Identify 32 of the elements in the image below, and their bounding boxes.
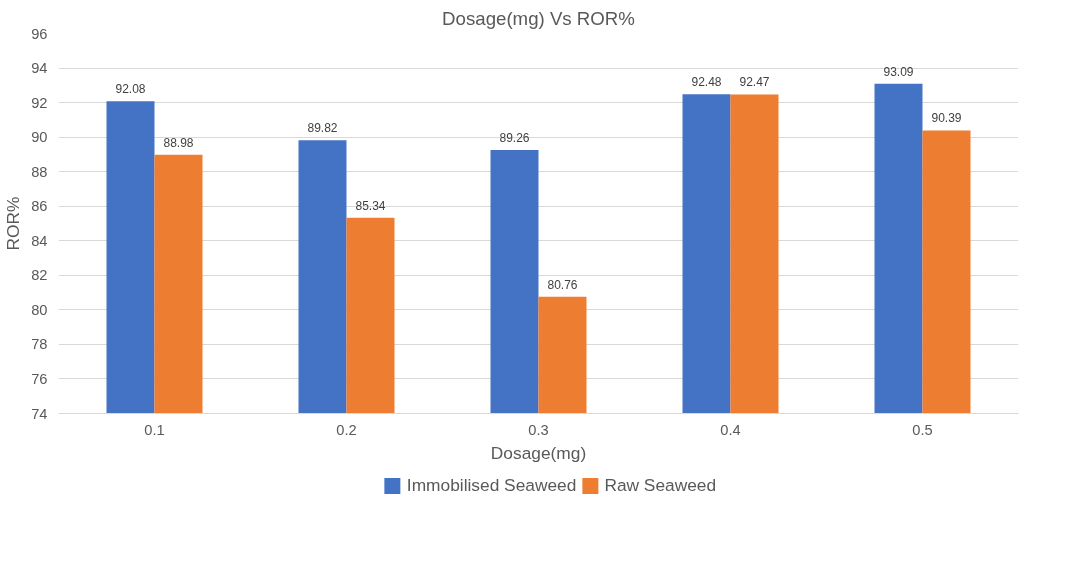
y-tick-label: 86 — [31, 198, 48, 215]
y-tick-label: 88 — [31, 163, 48, 180]
data-label: 88.98 — [163, 135, 194, 150]
y-axis-title: ROR% — [3, 196, 24, 251]
data-label: 89.82 — [307, 121, 338, 136]
data-label: 92.48 — [691, 75, 722, 90]
x-tick-label: 0.3 — [528, 421, 549, 438]
legend-label: Raw Seaweed — [604, 474, 717, 496]
y-tick-label: 84 — [31, 232, 48, 249]
y-tick-label: 92 — [31, 94, 48, 111]
y-tick-label: 82 — [31, 267, 48, 284]
legend-label: Immobilised Seaweed — [406, 474, 577, 496]
data-label: 85.34 — [355, 198, 386, 213]
data-label: 80.76 — [547, 277, 578, 292]
y-tick-label: 80 — [31, 301, 48, 318]
data-label: 89.26 — [499, 130, 530, 145]
y-tick-label: 94 — [31, 60, 48, 77]
y-tick-label: 90 — [31, 129, 48, 146]
x-tick-label: 0.5 — [912, 421, 933, 438]
data-label: 92.47 — [739, 75, 770, 90]
chart-title: Dosage(mg) Vs ROR% — [442, 7, 635, 29]
x-axis-title: Dosage(mg) — [490, 442, 587, 463]
y-tick-label: 76 — [31, 370, 48, 387]
data-label: 93.09 — [883, 64, 914, 79]
data-label: 90.39 — [931, 111, 962, 126]
y-tick-label: 78 — [31, 336, 48, 353]
x-tick-label: 0.4 — [720, 421, 741, 438]
y-tick-label: 74 — [31, 405, 48, 422]
y-tick-label: 96 — [31, 25, 48, 42]
x-tick-label: 0.1 — [144, 421, 165, 438]
x-tick-label: 0.2 — [336, 421, 357, 438]
data-label: 92.08 — [115, 82, 146, 97]
